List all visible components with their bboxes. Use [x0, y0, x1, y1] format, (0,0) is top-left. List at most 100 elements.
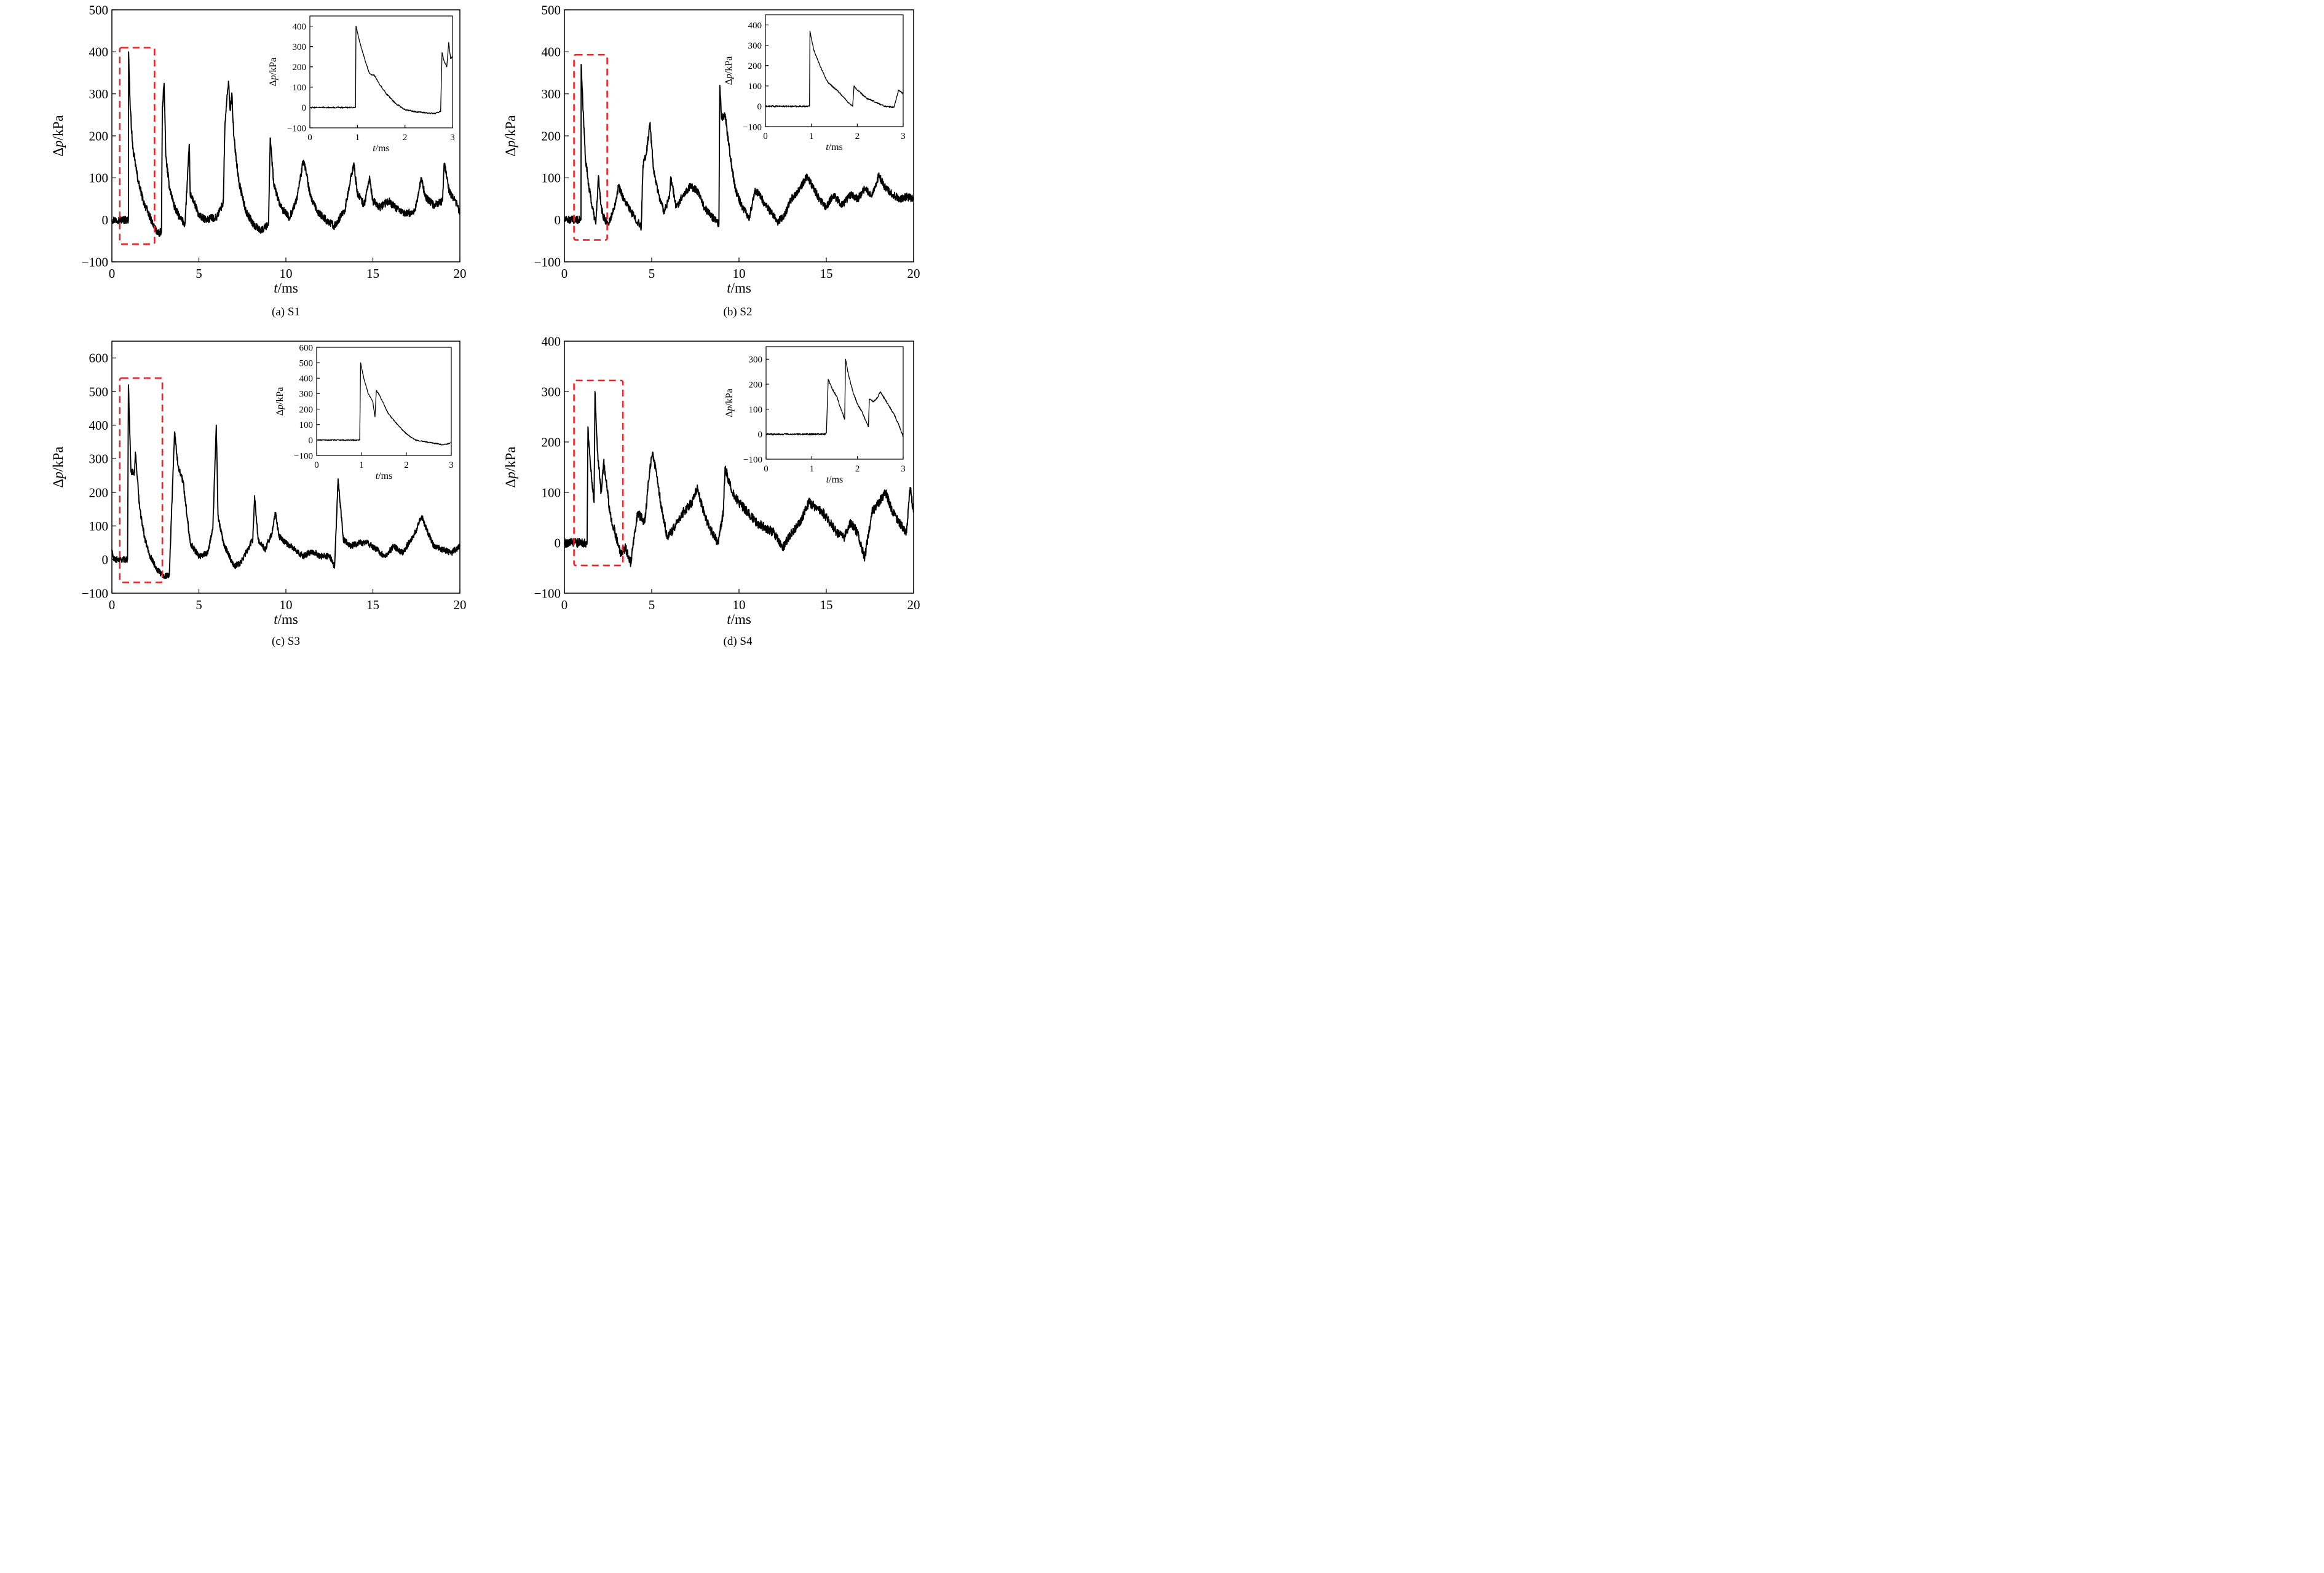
main-y-tick-label: 200 — [89, 485, 109, 500]
main-x-tick-label: 0 — [109, 597, 116, 612]
main-y-tick-label: −100 — [82, 254, 108, 269]
main-y-tick-label: 100 — [89, 519, 109, 534]
main-y-axis-label: Δp/kPa — [503, 446, 518, 487]
inset-frame — [316, 347, 452, 456]
main-x-tick-label: 20 — [454, 597, 467, 612]
inset-y-tick-label: 300 — [299, 390, 314, 400]
inset-y-tick-label: 600 — [299, 343, 314, 353]
main-y-tick-label: 100 — [542, 485, 561, 500]
inset-y-axis-label: Δp/kPa — [724, 57, 734, 85]
main-x-axis-label: t/ms — [727, 612, 751, 627]
inset-x-tick-label: 3 — [449, 460, 454, 470]
main-x-tick-label: 5 — [649, 266, 655, 281]
inset-y-tick-label: 200 — [299, 405, 314, 415]
main-y-tick-label: 200 — [542, 435, 561, 449]
main-y-tick-label: −100 — [82, 586, 108, 601]
main-x-tick-label: 0 — [561, 266, 568, 281]
main-x-axis-label: t/ms — [274, 280, 298, 296]
inset-y-tick-label: 200 — [749, 380, 763, 390]
highlight-box — [119, 47, 156, 245]
main-x-tick-label: 15 — [366, 597, 379, 612]
main-y-tick-label: 600 — [89, 351, 109, 366]
inset-y-tick-label: 100 — [299, 420, 314, 430]
main-y-tick-label: 100 — [542, 171, 561, 186]
inset-x-tick-label: 0 — [314, 460, 319, 470]
main-y-tick-label: 400 — [89, 45, 109, 60]
panel-caption: (a) S1 — [272, 306, 300, 318]
highlight-box — [119, 377, 164, 583]
highlight-box — [573, 379, 624, 567]
inset-y-tick-label: 400 — [748, 21, 762, 31]
series-line — [111, 51, 460, 237]
inset-y-tick-label: 300 — [293, 42, 307, 52]
inset-x-tick-label: 1 — [359, 460, 364, 470]
inset-x-tick-label: 0 — [763, 132, 768, 141]
inset-y-tick-label: 300 — [748, 41, 762, 51]
main-y-tick-label: 300 — [542, 384, 561, 399]
inset-y-tick-label: 100 — [748, 82, 762, 92]
inset-y-tick-label: 200 — [748, 61, 762, 71]
inset-series-line — [765, 358, 904, 438]
main-x-tick-label: 0 — [561, 597, 568, 612]
inset-frame — [765, 346, 904, 460]
main-y-tick-label: 300 — [89, 452, 109, 467]
inset-y-tick-label: −100 — [287, 124, 306, 133]
inset-y-tick-label: 0 — [758, 430, 763, 440]
chart-panel-3: 0 5 10 15 20−1000100200300400500600t/msΔp/kP… — [50, 341, 467, 648]
main-x-tick-label: 10 — [280, 597, 293, 612]
inset-y-tick-label: −100 — [743, 455, 762, 465]
inset-x-tick-label: 2 — [855, 464, 860, 474]
main-x-tick-label: 15 — [820, 597, 833, 612]
inset-frame — [309, 15, 453, 128]
main-y-tick-label: 500 — [89, 384, 109, 399]
main-x-tick-label: 20 — [454, 266, 467, 281]
main-x-tick-label: 10 — [733, 597, 746, 612]
series-line — [564, 391, 914, 567]
highlight-box — [573, 53, 608, 241]
main-y-tick-label: 0 — [102, 213, 109, 227]
main-x-tick-label: 20 — [907, 266, 920, 281]
inset-x-tick-label: 3 — [450, 133, 455, 143]
inset-x-axis-label: t/ms — [826, 142, 843, 152]
main-x-tick-label: 0 — [109, 266, 116, 281]
inset-x-tick-label: 2 — [403, 133, 408, 143]
main-y-tick-label: 100 — [89, 171, 109, 186]
inset-x-axis-label: t/ms — [376, 471, 393, 481]
inset-x-tick-label: 1 — [809, 132, 814, 141]
main-y-tick-label: 0 — [555, 213, 561, 227]
main-y-tick-label: 300 — [542, 87, 561, 101]
main-y-axis-label: Δp/kPa — [50, 115, 66, 156]
panel-caption: (d) S4 — [724, 635, 753, 648]
main-y-tick-label: −100 — [534, 254, 561, 269]
main-y-tick-label: 200 — [542, 128, 561, 143]
inset-y-tick-label: −100 — [743, 122, 762, 132]
inset-y-tick-label: 0 — [302, 103, 307, 113]
inset-x-tick-label: 3 — [901, 132, 906, 141]
inset-x-tick-label: 1 — [810, 464, 815, 474]
main-y-tick-label: 500 — [89, 2, 109, 17]
main-y-tick-label: −100 — [534, 586, 561, 601]
main-x-tick-label: 15 — [366, 266, 379, 281]
main-x-tick-label: 10 — [733, 266, 746, 281]
main-x-tick-label: 5 — [196, 266, 202, 281]
inset-x-tick-label: 1 — [355, 133, 360, 143]
inset-y-tick-label: 400 — [299, 374, 314, 384]
main-x-tick-label: 5 — [196, 597, 202, 612]
main-x-tick-label: 15 — [820, 266, 833, 281]
main-x-tick-label: 20 — [907, 597, 920, 612]
inset-y-tick-label: 400 — [293, 22, 307, 32]
main-x-tick-label: 5 — [649, 597, 655, 612]
inset-x-tick-label: 2 — [855, 132, 860, 141]
inset-x-tick-label: 3 — [901, 464, 906, 474]
inset-y-tick-label: 0 — [309, 436, 314, 446]
inset-x-tick-label: 0 — [764, 464, 769, 474]
inset-frame — [765, 14, 904, 127]
main-y-tick-label: 300 — [89, 87, 109, 101]
